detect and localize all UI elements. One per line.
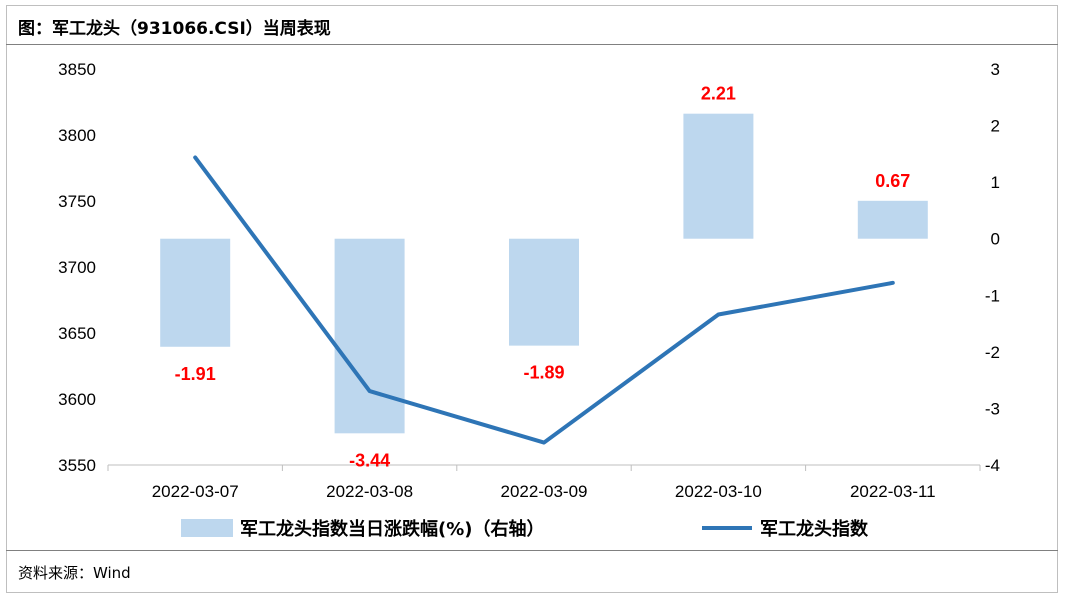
legend-bar-label: 军工龙头指数当日涨跌幅(%)（右轴） xyxy=(240,518,545,540)
right-tick-label: 1 xyxy=(991,173,1000,192)
legend-line-label: 军工龙头指数 xyxy=(760,518,869,540)
right-tick-label: -2 xyxy=(985,343,1000,362)
right-tick-label: 2 xyxy=(991,117,1000,136)
axes: 2022-03-07 2022-03-08 2022-03-09 2022-03-10… xyxy=(58,60,1000,501)
x-tick-label: 2022-03-09 xyxy=(501,482,588,501)
right-tick-label: -4 xyxy=(985,456,1000,475)
x-tick-label: 2022-03-11 xyxy=(850,482,936,501)
left-tick-label: 3750 xyxy=(58,192,96,211)
right-tick-label: -1 xyxy=(985,286,1000,305)
left-tick-label: 3700 xyxy=(58,258,96,277)
x-tick-label: 2022-03-10 xyxy=(675,482,762,501)
bar-2022-03-07 xyxy=(160,238,231,347)
source-note: 资料来源：Wind xyxy=(18,564,131,582)
bar-value-label: 2.21 xyxy=(701,84,736,104)
line-series xyxy=(193,155,895,445)
legend-bar-swatch xyxy=(181,519,233,537)
bar-series xyxy=(160,113,928,434)
right-tick-label: 3 xyxy=(991,60,1000,79)
left-tick-label: 3600 xyxy=(58,390,96,409)
left-tick-label: 3550 xyxy=(58,456,96,475)
figure-frame xyxy=(6,5,1058,593)
source-divider xyxy=(6,550,1058,551)
bar-value-label: -3.44 xyxy=(349,450,390,470)
left-tick-label: 3800 xyxy=(58,126,96,145)
bar-value-label: -1.91 xyxy=(175,364,216,384)
left-tick-label: 3650 xyxy=(58,324,96,343)
bar-value-label: 0.67 xyxy=(875,171,910,191)
x-tick-label: 2022-03-08 xyxy=(326,482,413,501)
bar-2022-03-08 xyxy=(334,238,405,434)
data-labels: -1.91 -3.44 -1.89 2.21 0.67 xyxy=(175,84,911,471)
bar-2022-03-09 xyxy=(509,238,579,346)
x-tick-label: 2022-03-07 xyxy=(152,482,239,501)
title-divider xyxy=(6,44,1058,45)
legend: 军工龙头指数当日涨跌幅(%)（右轴） 军工龙头指数 xyxy=(181,518,869,540)
figure-title: 图：军工龙头（931066.CSI）当周表现 xyxy=(18,19,331,39)
left-tick-label: 3850 xyxy=(58,60,96,79)
right-tick-label: 0 xyxy=(991,230,1000,249)
bar-2022-03-10 xyxy=(683,113,754,239)
bar-2022-03-11 xyxy=(857,200,928,239)
bar-value-label: -1.89 xyxy=(523,363,564,383)
right-tick-label: -3 xyxy=(985,399,1000,418)
